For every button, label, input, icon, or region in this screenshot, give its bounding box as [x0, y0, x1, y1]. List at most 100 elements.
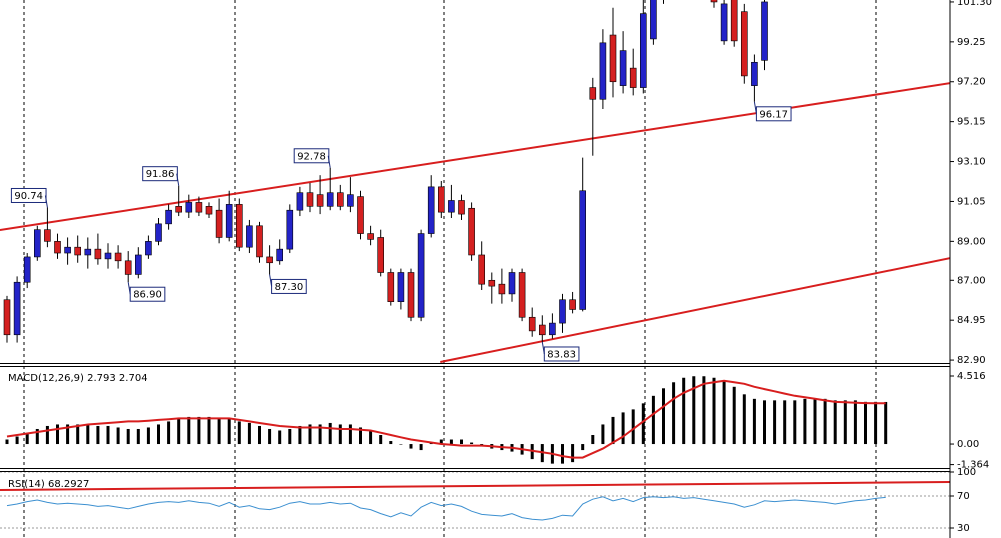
candle-body	[225, 204, 233, 238]
macd-bar	[207, 416, 211, 445]
macd-bar	[227, 418, 231, 445]
candle-body	[276, 248, 284, 262]
candle-body	[549, 322, 556, 336]
macd-bar	[35, 428, 39, 445]
macd-bar	[25, 433, 29, 445]
signal-line	[6, 379, 886, 459]
candle-body	[316, 194, 324, 207]
y-tick-label: 91.05	[957, 196, 986, 207]
candle-body	[266, 256, 273, 264]
candle-body	[407, 272, 415, 318]
candle-body	[306, 192, 314, 207]
macd-bar	[66, 424, 70, 445]
price-label-box	[293, 148, 330, 164]
candle-body	[730, 0, 738, 42]
macd-bar	[833, 400, 837, 445]
macd-bar	[732, 386, 736, 445]
price-label-box	[10, 187, 47, 203]
price-label-pointer	[327, 155, 331, 168]
macd-bar	[247, 422, 251, 445]
macd-bar	[773, 400, 777, 445]
macd-bar	[621, 412, 625, 445]
macd-bar	[308, 424, 312, 445]
macd-bar	[682, 377, 686, 445]
candle-body	[387, 272, 395, 302]
price-label: 92.78	[297, 151, 326, 162]
macd-bar	[601, 424, 605, 445]
macd-bar	[439, 439, 443, 445]
price-label-pointer	[176, 173, 180, 186]
macd-bar	[611, 416, 615, 445]
price-label: 87.30	[275, 282, 304, 293]
candle-body	[336, 192, 344, 207]
macd-bar	[116, 427, 120, 445]
trend-line	[440, 257, 950, 363]
candle-body	[185, 202, 193, 213]
y-tick-label: 30	[957, 523, 970, 534]
macd-panel	[5, 376, 888, 464]
macd-bar	[702, 376, 706, 445]
macd-bar	[399, 444, 403, 445]
macd-bar	[288, 428, 292, 445]
macd-bar	[338, 424, 342, 445]
macd-bar	[672, 382, 676, 445]
candle-body	[74, 246, 81, 256]
macd-bar	[106, 425, 110, 445]
y-tick-label: 101.30	[957, 0, 992, 8]
candle-body	[135, 254, 142, 275]
candle-body	[559, 299, 566, 324]
price-label-pointer	[44, 195, 48, 208]
y-tick-label: 100	[957, 467, 976, 478]
macd-bar	[136, 428, 140, 445]
candle-body	[639, 13, 647, 88]
price-label: 86.90	[133, 290, 162, 301]
macd-bar	[783, 400, 787, 445]
candle-body	[195, 202, 203, 213]
candle-body	[23, 256, 31, 283]
rsi-line	[6, 496, 886, 521]
macd-bar	[813, 398, 817, 445]
candle-body	[478, 254, 486, 285]
candle-body	[650, 0, 657, 40]
candle-body	[84, 248, 92, 256]
candle-body	[124, 260, 132, 275]
macd-bar	[278, 430, 282, 445]
trend-line	[0, 82, 950, 232]
candle-body	[427, 186, 435, 234]
candle-body	[367, 233, 374, 240]
y-tick-label: 4.516	[957, 371, 986, 382]
candle-body	[458, 200, 465, 215]
candle-body	[357, 196, 364, 234]
candle-body	[256, 225, 263, 258]
macd-bar	[86, 424, 90, 445]
macd-bar	[591, 435, 595, 445]
y-tick-label: 97.20	[957, 77, 986, 88]
candle-body	[94, 248, 102, 260]
candle-body	[609, 34, 617, 83]
macd-bar	[803, 398, 807, 445]
macd-bar	[268, 428, 272, 445]
candle-body	[13, 281, 21, 336]
candle-body	[720, 3, 728, 42]
macd-bar	[167, 421, 171, 445]
macd-bar	[641, 403, 645, 445]
candle-body	[448, 200, 455, 213]
macd-bar	[651, 395, 655, 445]
candle-body	[488, 279, 496, 287]
y-tick-label: 70	[957, 491, 970, 502]
y-tick-label: 0.00	[957, 439, 979, 450]
macd-bar	[884, 401, 888, 445]
price-label-pointer	[541, 341, 545, 355]
candle-body	[64, 246, 71, 254]
price-label: 91.86	[146, 169, 175, 180]
price-label-pointer	[127, 282, 131, 295]
y-tick-label: 84.95	[957, 315, 986, 326]
candle-body	[155, 223, 162, 242]
macd-bar	[359, 427, 362, 445]
candle-body	[468, 207, 475, 256]
macd-bar	[258, 425, 261, 445]
candle-body	[114, 252, 122, 262]
macd-bar	[157, 424, 160, 445]
